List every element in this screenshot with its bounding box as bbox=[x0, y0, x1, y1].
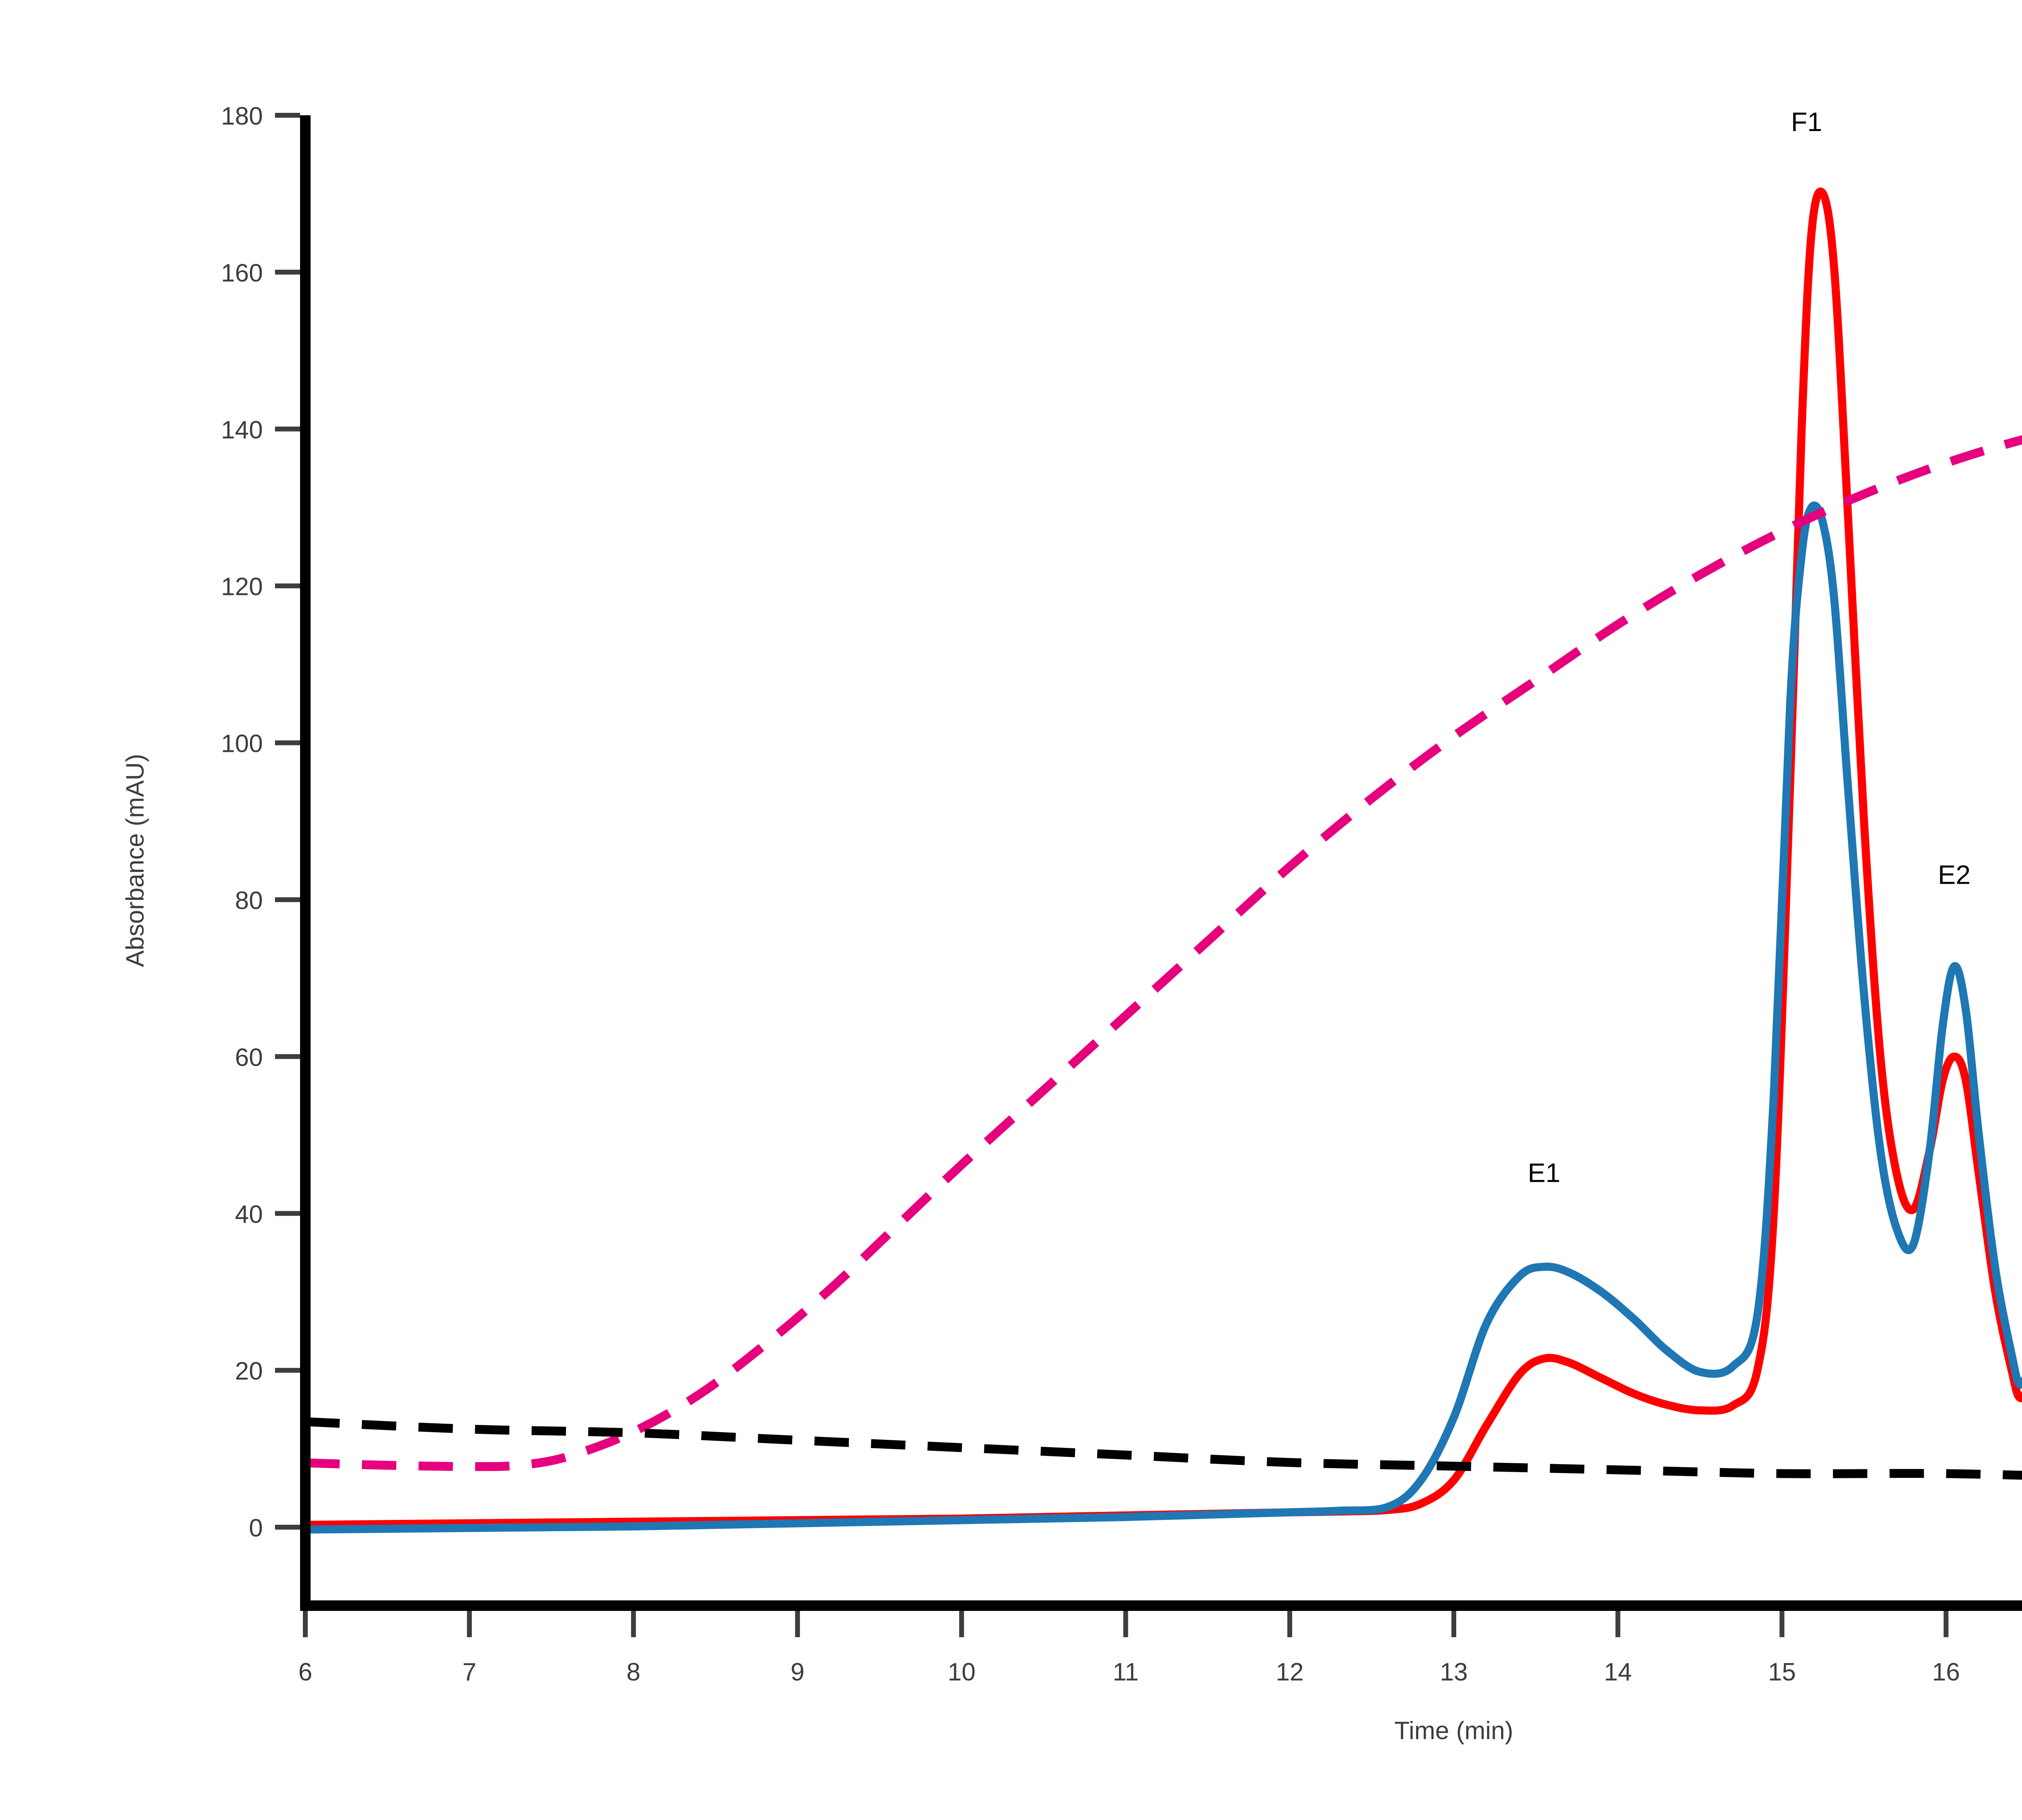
axes-spines-group bbox=[300, 115, 2022, 1611]
absorbance-tick-label-140: 140 bbox=[221, 416, 263, 444]
absorbance-tick-label-60: 60 bbox=[235, 1043, 263, 1071]
absorbance-tick-label-120: 120 bbox=[221, 573, 263, 601]
x-tick-label-16: 16 bbox=[1932, 1658, 1960, 1686]
peak-label-f1: F1 bbox=[1791, 107, 1822, 137]
absorbance-tick-label-80: 80 bbox=[235, 887, 263, 914]
peak-label-e3: E3 bbox=[2020, 1268, 2022, 1297]
x-tick-label-15: 15 bbox=[1768, 1658, 1796, 1686]
series-line-ph bbox=[305, 1417, 2022, 1480]
absorbance-tick-label-100: 100 bbox=[221, 730, 263, 758]
absorbance-tick-label-40: 40 bbox=[235, 1200, 263, 1228]
absorbance-tick-label-160: 160 bbox=[221, 259, 263, 287]
absorbance-tick-label-20: 20 bbox=[235, 1357, 263, 1385]
absorbance-tick-label-180: 180 bbox=[221, 102, 263, 130]
axis-titles-group: Time (min)Absorbance (mAU)Conductivity (… bbox=[121, 754, 1513, 1745]
x-axis-title: Time (min) bbox=[1394, 1717, 1513, 1745]
x-tick-label-6: 6 bbox=[298, 1658, 312, 1686]
series-line-absorbance-blue bbox=[305, 502, 2022, 1534]
x-tick-label-12: 12 bbox=[1276, 1658, 1304, 1686]
data-curves-group bbox=[305, 187, 2022, 1534]
y-axis-title-absorbance: Absorbance (mAU) bbox=[121, 754, 149, 967]
peak-label-e1: E1 bbox=[1528, 1158, 1561, 1188]
x-tick-label-13: 13 bbox=[1440, 1658, 1468, 1686]
x-tick-label-8: 8 bbox=[626, 1658, 640, 1686]
x-tick-label-10: 10 bbox=[948, 1658, 975, 1686]
series-line-conductivity bbox=[305, 435, 2022, 1471]
x-tick-label-14: 14 bbox=[1604, 1658, 1632, 1686]
x-tick-label-7: 7 bbox=[462, 1658, 476, 1686]
absorbance-tick-label-0: 0 bbox=[249, 1514, 263, 1542]
peak-label-e2: E2 bbox=[1938, 860, 1971, 890]
axis-ticks-group: 6789101112131415161718192002040608010012… bbox=[221, 102, 1960, 1686]
peak-annotations-group: F1E1E2E3HS bbox=[1528, 107, 2022, 1297]
x-tick-label-9: 9 bbox=[791, 1658, 804, 1686]
x-tick-label-11: 11 bbox=[1113, 1658, 1138, 1686]
